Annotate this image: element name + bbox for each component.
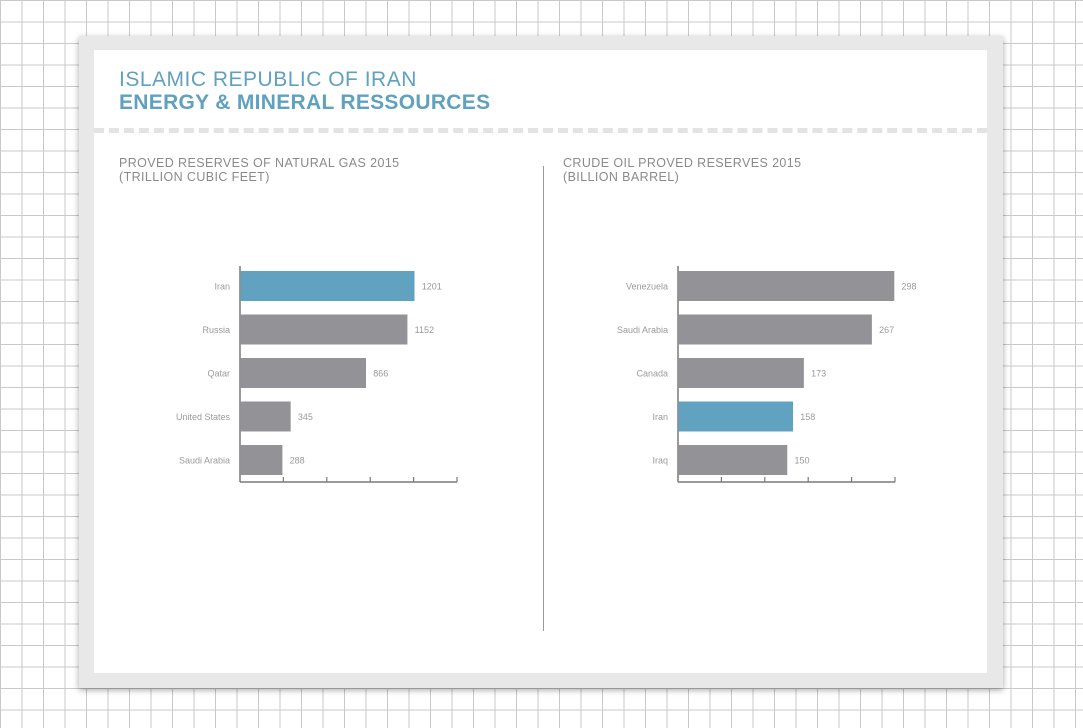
oil-chart-title: CRUDE OIL PROVED RESERVES 2015 (BILLION … <box>563 156 801 184</box>
title-line-1: ISLAMIC REPUBLIC OF IRAN <box>119 68 417 91</box>
oil-data-label: 173 <box>811 369 826 379</box>
dashed-separator <box>94 128 987 133</box>
gas-bar-qatar <box>240 358 367 388</box>
oil-bar-iraq <box>678 445 788 475</box>
gas-category-label: Saudi Arabia <box>179 456 230 466</box>
gas-bar-iran <box>240 271 415 301</box>
oil-chart-title-line-2: (BILLION BARREL) <box>563 170 680 184</box>
oil-category-label: Canada <box>636 369 668 379</box>
oil-bar-saudi-arabia <box>678 314 872 345</box>
gas-chart-title: PROVED RESERVES OF NATURAL GAS 2015 (TRI… <box>119 156 400 184</box>
oil-bar-iran <box>678 401 794 432</box>
gas-reserves-chart: Iran 1201 Russia 1152 Qatar 866 United States 3… <box>176 266 458 483</box>
oil-data-label: 298 <box>902 282 917 292</box>
gas-bar-united-states <box>240 401 291 432</box>
gas-data-label: 1152 <box>415 325 434 335</box>
oil-category-label: Venezuela <box>626 282 668 292</box>
gas-category-label: United States <box>176 412 231 422</box>
gas-category-label: Russia <box>202 325 230 335</box>
oil-data-label: 158 <box>800 412 815 422</box>
oil-data-label: 267 <box>879 325 894 335</box>
gas-data-label: 288 <box>290 456 305 466</box>
gas-category-label: Qatar <box>207 369 230 379</box>
gas-bar-saudi-arabia <box>240 445 283 475</box>
poster-page: ISLAMIC REPUBLIC OF IRAN ENERGY & MINERA… <box>94 50 987 673</box>
oil-reserves-chart: Venezuela 298 Saudi Arabia 267 Canada 173 Iran… <box>617 266 917 483</box>
gas-chart-title-line-1: PROVED RESERVES OF NATURAL GAS 2015 <box>119 156 400 170</box>
oil-bar-canada <box>678 358 804 388</box>
title-line-2: ENERGY & MINERAL RESSOURCES <box>119 91 491 114</box>
oil-chart-title-line-1: CRUDE OIL PROVED RESERVES 2015 <box>563 156 802 170</box>
gas-data-label: 345 <box>298 412 313 422</box>
oil-bar-venezuela <box>678 271 895 301</box>
gas-data-label: 1201 <box>422 282 442 292</box>
column-divider <box>543 166 544 631</box>
gas-category-label: Iran <box>214 282 230 292</box>
gas-chart-title-line-2: (TRILLION CUBIC FEET) <box>119 170 270 184</box>
oil-data-label: 150 <box>795 456 810 466</box>
gas-data-label: 866 <box>373 369 388 379</box>
oil-category-label: Saudi Arabia <box>617 325 668 335</box>
gas-bar-russia <box>240 314 408 345</box>
oil-category-label: Iraq <box>652 456 668 466</box>
oil-category-label: Iran <box>652 412 668 422</box>
poster-frame: ISLAMIC REPUBLIC OF IRAN ENERGY & MINERA… <box>79 36 1003 688</box>
